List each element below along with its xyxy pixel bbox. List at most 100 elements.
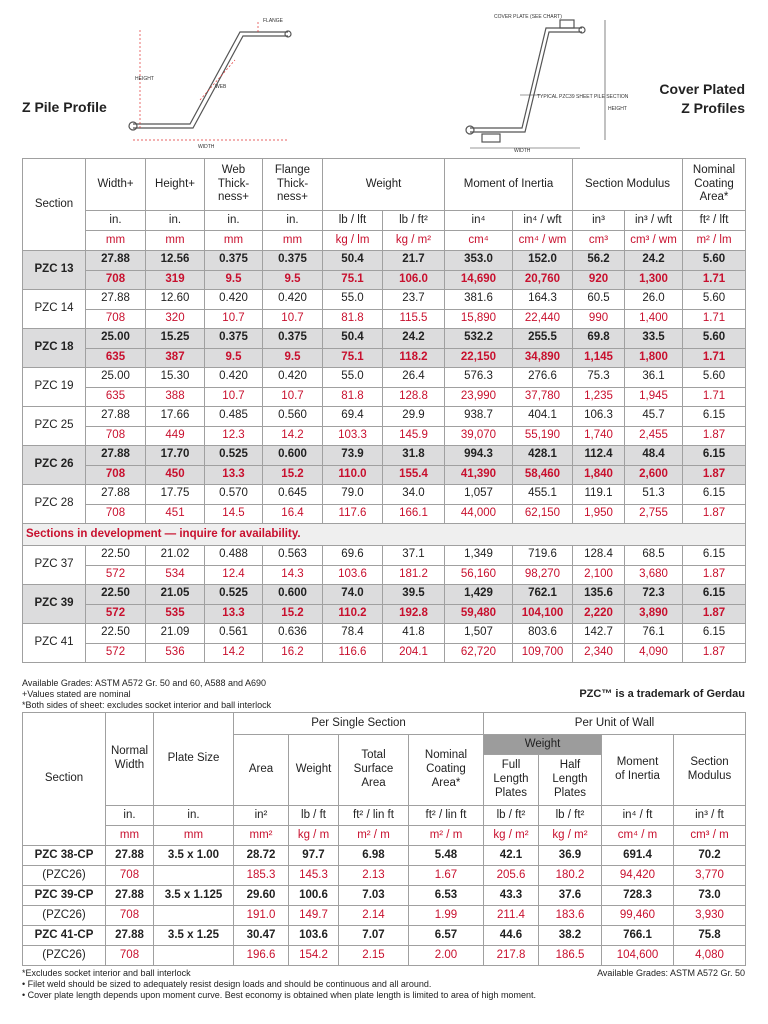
cell: cm³ [572, 230, 626, 251]
cell: 708 [85, 308, 146, 329]
cell: 1.87 [682, 564, 747, 585]
cell: 204.1 [382, 642, 445, 663]
cell: 388 [145, 386, 205, 407]
cell: in. [85, 210, 146, 231]
cell: 50.4 [322, 328, 383, 349]
cell: Sections in development — inquire for av… [21, 523, 747, 546]
cell: PZC 19 [22, 367, 86, 407]
cell: 4,080 [672, 945, 747, 966]
footnote: • Cover plate length depends upon moment… [22, 990, 536, 1000]
cell: 0.375 [262, 328, 323, 349]
cell: 1,300 [624, 269, 684, 290]
data-row: PZC 19 25.00 15.30 0.420 0.420 55.0 26.4 576.3 2… [22, 367, 747, 407]
cell: 5.60 [682, 289, 747, 310]
cell: 3,890 [624, 603, 684, 624]
cell: 217.8 [483, 945, 539, 966]
cell: 0.420 [204, 367, 263, 388]
cell: kg / m² [483, 825, 539, 846]
cell: 36.9 [538, 845, 602, 866]
cell: 59,480 [444, 603, 513, 624]
cell: 2,100 [572, 564, 626, 585]
unit-row: in. in. in² lb / ft ft² / lin ft ft² / lin ft… [23, 805, 747, 826]
data-row: 572 534 12.4 14.3 103.6 181.2 56,160 98,270 2,10… [23, 564, 747, 585]
cell: 708 [85, 425, 146, 446]
cell: 6.57 [408, 925, 484, 946]
cell: 37.6 [538, 885, 602, 906]
data-row: 572 536 14.2 16.2 116.6 204.1 62,720 109,700 2,3… [23, 642, 747, 663]
cell: 55.0 [322, 289, 383, 310]
cell: 27.88 [85, 484, 146, 505]
cell: Total Surface Area [338, 734, 409, 806]
cell: 1,800 [624, 347, 684, 368]
cell: 1.87 [682, 425, 747, 446]
z-web-label: WEB [215, 84, 227, 90]
data-row: PZC 18 25.00 15.25 0.375 0.375 50.4 24.2 532.2 2… [22, 328, 747, 368]
cell: in. [153, 805, 234, 826]
cell: cm³ / wm [624, 230, 684, 251]
cell: Web Thick- ness+ [204, 158, 263, 211]
cell: 0.525 [204, 584, 263, 605]
cell: 27.88 [85, 445, 146, 466]
cell: 0.560 [262, 406, 323, 427]
cell: Weight [322, 158, 445, 211]
cell: 0.420 [204, 289, 263, 310]
footnote: • Filet weld should be sized to adequate… [22, 979, 432, 989]
cell: 128.8 [382, 386, 445, 407]
cell: 39.5 [382, 584, 445, 605]
cell: 691.4 [601, 845, 674, 866]
cell: 164.3 [511, 289, 574, 310]
cell: 1,235 [572, 386, 626, 407]
cell: 1.71 [682, 347, 747, 368]
cell: PZC 41 [22, 623, 86, 663]
cell: lb / ft [288, 805, 339, 826]
cell: in⁴ [444, 210, 513, 231]
cell: 708 [105, 905, 154, 926]
cell: 78.4 [322, 623, 383, 644]
cell: 73.0 [672, 885, 747, 906]
cell: 803.6 [511, 623, 574, 644]
data-row: PZC 26 27.88 17.70 0.525 0.600 73.9 31.8 994.3 4… [22, 445, 747, 485]
cell: 1,507 [444, 623, 513, 644]
cell: 6.15 [682, 584, 747, 605]
cell: 25.00 [85, 367, 146, 388]
cell: 27.88 [105, 925, 154, 946]
cell: 191.0 [233, 905, 289, 926]
cell: 27.88 [85, 250, 146, 271]
cell: 181.2 [382, 564, 445, 585]
cell: 154.2 [288, 945, 339, 966]
cell: (PZC26) [22, 945, 106, 966]
cell: 1.99 [408, 905, 484, 926]
cell: 451 [145, 503, 205, 524]
cell: PZC 28 [22, 484, 86, 524]
note: +Values stated are nominal [22, 689, 131, 699]
cell: 12.3 [204, 425, 263, 446]
cell: 155.4 [382, 464, 445, 485]
z-flange-label: FLANGE [263, 18, 284, 24]
cell: 180.2 [538, 865, 602, 886]
cell: 9.5 [262, 347, 323, 368]
cp-height-label: HEIGHT [608, 106, 627, 112]
cell: Height+ [145, 158, 205, 211]
cell: m² / lm [682, 230, 747, 251]
cell: 455.1 [511, 484, 574, 505]
cell: 75.3 [572, 367, 626, 388]
cell: 29.9 [382, 406, 445, 427]
cell: 69.8 [572, 328, 626, 349]
cell: 3,770 [672, 865, 747, 886]
cell: 635 [85, 347, 146, 368]
cell: mm [145, 230, 205, 251]
cell: PZC 18 [22, 328, 86, 368]
cell: 69.6 [322, 545, 383, 566]
cell: 14.3 [262, 564, 323, 585]
cell: 24.2 [382, 328, 445, 349]
cell: 6.53 [408, 885, 484, 906]
note: Available Grades: ASTM A572 Gr. 50 and 6… [22, 678, 267, 688]
cell: 74.0 [322, 584, 383, 605]
cell: 0.375 [204, 328, 263, 349]
cell: 6.15 [682, 623, 747, 644]
cell: 42.1 [483, 845, 539, 866]
data-row: 635 387 9.5 9.5 75.1 118.2 22,150 34,890 1,145 1,… [23, 347, 747, 368]
cell: 145.3 [288, 865, 339, 886]
cell: mm [105, 825, 154, 846]
unit-row: in. in. in. in. lb / lft lb / ft² in⁴ in⁴ / wft… [23, 210, 747, 231]
